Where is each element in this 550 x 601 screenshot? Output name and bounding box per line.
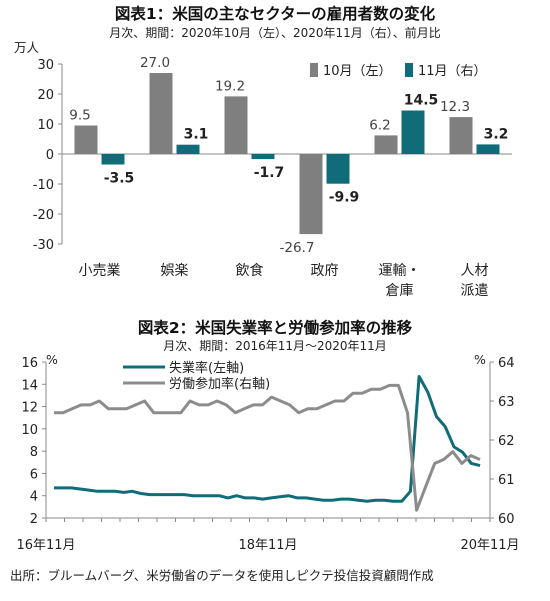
chart1-y-tick-label: -30 (33, 238, 54, 253)
chart2-left-tick-label: 14 (21, 378, 38, 393)
chart1-category-label: 小売業 (79, 263, 121, 279)
chart2-right-tick-label: 62 (498, 434, 515, 449)
chart1-bar (476, 144, 500, 154)
chart1-data-label: 9.5 (69, 108, 90, 124)
chart1-title: 図表1：米国の主なセクターの雇用者数の変化 (115, 4, 436, 23)
chart1-category-label: 飲食 (236, 262, 264, 279)
chart1-legend-label: 11月（右） (418, 64, 487, 79)
chart1-data-label: 6.2 (369, 117, 390, 133)
chart1-category-label: 政府 (311, 263, 339, 279)
chart1-bar (299, 154, 323, 235)
chart1-data-label: 14.5 (404, 93, 439, 109)
chart2-x-tick-label: 18年11月 (238, 538, 297, 553)
chart1-data-label: 3.2 (484, 126, 509, 142)
chart1-y-tick-label: 20 (37, 88, 54, 103)
chart1-data-label: -9.9 (329, 190, 360, 206)
chart2-x-tick-label: 20年11月 (460, 538, 519, 553)
chart1-data-label: 19.2 (215, 78, 245, 94)
chart2-left-unit: % (46, 352, 58, 367)
chart2-title: 図表2：米国失業率と労働参加率の推移 (138, 318, 413, 337)
chart1-y-tick-label: -10 (33, 178, 54, 193)
chart1-y-tick-label: 30 (37, 58, 54, 73)
chart2-left-tick-label: 4 (30, 490, 38, 505)
chart2-right-tick-label: 63 (498, 395, 515, 410)
chart1-subtitle: 月次、期間：2020年10月（左）、2020年11月（右）、前月比 (109, 25, 441, 40)
source-note: 出所：ブルームバーグ、米労働省のデータを使用しピクテ投信投資顧問作成 (10, 568, 434, 583)
chart1-legend-swatch (310, 63, 318, 77)
chart1-bar (374, 135, 398, 154)
chart1-bar (449, 117, 473, 154)
chart1-data-label: -3.5 (104, 171, 135, 187)
chart1-unit: 万人 (14, 40, 40, 55)
participation-rate-line (54, 383, 481, 512)
chart2-left-tick-label: 12 (21, 401, 38, 416)
chart1-bar (326, 154, 350, 184)
chart1-category-label: 人材 (461, 263, 489, 279)
chart1-category-label: 派遣 (461, 283, 489, 299)
chart2-right-tick-label: 60 (498, 512, 515, 527)
chart2-left-tick-label: 6 (30, 467, 38, 482)
chart1-y-tick-label: 0 (46, 148, 54, 163)
chart2-legend-label: 失業率(左軸) (169, 360, 244, 376)
chart1-data-label: 3.1 (184, 127, 209, 143)
chart1-data-label: 27.0 (140, 55, 170, 71)
chart1-category-label: 倉庫 (386, 282, 414, 299)
chart2-legend-label: 労働参加率(右軸) (169, 376, 270, 392)
chart1-category-label: 運輸・ (379, 263, 421, 279)
chart2-left-tick-label: 16 (21, 356, 38, 371)
chart2-right-tick-label: 61 (498, 473, 515, 488)
chart1-data-label: -1.7 (254, 165, 285, 181)
chart1-legend-swatch (405, 63, 413, 77)
chart1-bar (401, 110, 425, 154)
chart2-subtitle: 月次、期間：2016年11月～2020年11月 (163, 339, 387, 353)
chart1-legend-label: 10月（左） (323, 64, 392, 79)
chart1-category-label: 娯楽 (161, 263, 189, 279)
chart1-data-label: 12.3 (440, 99, 470, 115)
chart2-left-tick-label: 10 (21, 423, 38, 438)
chart1-bar (101, 154, 125, 165)
chart2-left-tick-label: 8 (30, 445, 38, 460)
chart1-bar (176, 144, 200, 154)
chart1-bar (149, 73, 173, 154)
chart1-y-tick-label: 10 (37, 118, 54, 133)
chart1-bar (74, 125, 98, 154)
chart1-plot: 30 20 10 0 -10 -20 -30 9.5 -3.5 小売業 27.0 3.1 娯楽 19.2 -… (33, 55, 512, 299)
chart1-bar (251, 154, 275, 160)
chart1-data-label: -26.7 (280, 240, 315, 256)
chart2-right-tick-label: 64 (498, 356, 515, 371)
chart2-x-tick-label: 16年11月 (16, 538, 75, 553)
chart1-y-tick-label: -20 (33, 208, 54, 223)
unemployment-rate-line (54, 375, 481, 503)
chart2-left-tick-label: 2 (30, 512, 38, 527)
chart1-bar (224, 96, 248, 154)
chart2-right-unit: % (474, 352, 486, 367)
